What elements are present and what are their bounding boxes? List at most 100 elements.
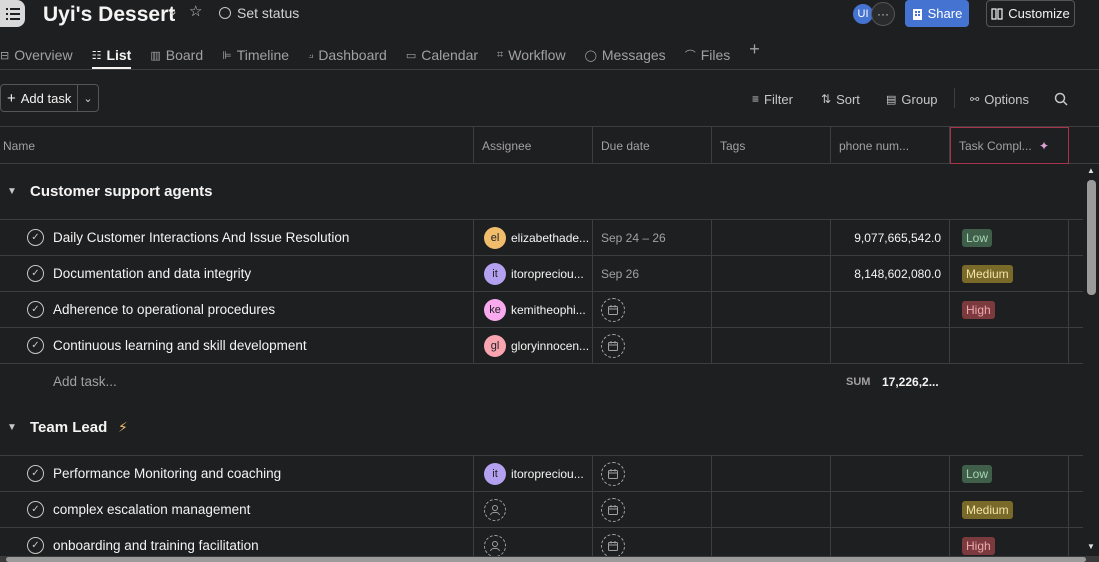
- filter-button[interactable]: ≡ Filter: [752, 90, 793, 108]
- tab-calendar[interactable]: ▭ Calendar: [406, 37, 478, 69]
- share-button[interactable]: Share: [905, 0, 969, 27]
- assignee-cell[interactable]: gl gloryinnocen...: [474, 328, 593, 363]
- task-name-cell[interactable]: ✓ Daily Customer Interactions And Issue R…: [0, 220, 474, 255]
- tags-cell[interactable]: [712, 292, 831, 327]
- tab-timeline[interactable]: ⊫ Timeline: [222, 37, 289, 69]
- task-name-cell[interactable]: ✓ Performance Monitoring and coaching: [0, 456, 474, 491]
- section-title[interactable]: Customer support agents: [30, 183, 213, 200]
- checkmark-circle-icon[interactable]: ✓: [27, 265, 44, 282]
- table-row[interactable]: ✓ onboarding and training facilitation Hig…: [0, 528, 1083, 562]
- due-date-cell[interactable]: [593, 492, 712, 527]
- tab-files[interactable]: ⌒ Files: [685, 37, 731, 69]
- due-date-cell[interactable]: Sep 24 – 26: [593, 220, 712, 255]
- tab-overview[interactable]: ⊟ Overview: [0, 37, 73, 69]
- search-icon[interactable]: [1054, 90, 1068, 108]
- task-complexity-cell[interactable]: Low: [950, 456, 1069, 491]
- calendar-icon[interactable]: [601, 297, 625, 322]
- column-header-phone[interactable]: phone num...: [831, 127, 950, 164]
- table-row[interactable]: ✓ complex escalation management Medium: [0, 492, 1083, 528]
- assignee-cell[interactable]: it itoropreciou...: [474, 456, 593, 491]
- column-header-tags[interactable]: Tags: [712, 127, 831, 164]
- tags-cell[interactable]: [712, 528, 831, 562]
- task-complexity-cell[interactable]: High: [950, 528, 1069, 562]
- task-complexity-cell[interactable]: Medium: [950, 492, 1069, 527]
- calendar-icon[interactable]: [601, 533, 625, 558]
- task-name-cell[interactable]: ✓ complex escalation management: [0, 492, 474, 527]
- checkmark-circle-icon[interactable]: ✓: [27, 301, 44, 318]
- empty-assignee-icon[interactable]: [484, 498, 506, 521]
- checkmark-circle-icon[interactable]: ✓: [27, 501, 44, 518]
- task-complexity-cell[interactable]: [950, 328, 1069, 363]
- group-button[interactable]: ▤ Group: [886, 90, 938, 108]
- tags-cell[interactable]: [712, 492, 831, 527]
- due-date-cell[interactable]: [593, 328, 712, 363]
- scroll-up-icon[interactable]: ▲: [1087, 166, 1095, 175]
- project-title[interactable]: Uyi's Dessert: [43, 3, 176, 26]
- chevron-down-icon[interactable]: ⌄: [168, 4, 179, 18]
- star-icon[interactable]: ☆: [189, 3, 203, 20]
- task-name[interactable]: Documentation and data integrity: [53, 266, 252, 281]
- column-header-assignee[interactable]: Assignee: [474, 127, 593, 164]
- task-name[interactable]: onboarding and training facilitation: [53, 538, 259, 553]
- add-task-main[interactable]: + Add task: [1, 85, 78, 111]
- tags-cell[interactable]: [712, 220, 831, 255]
- calendar-icon[interactable]: [601, 461, 625, 486]
- checkmark-circle-icon[interactable]: ✓: [27, 465, 44, 482]
- phone-number-cell[interactable]: [831, 456, 950, 491]
- section-header[interactable]: ▼ Customer support agents: [0, 164, 1083, 220]
- due-date-cell[interactable]: [593, 456, 712, 491]
- phone-number-cell[interactable]: [831, 292, 950, 327]
- customize-button[interactable]: Customize: [986, 0, 1075, 27]
- more-members-button[interactable]: ···: [871, 2, 895, 26]
- add-task-button[interactable]: + Add task ⌄: [0, 84, 99, 112]
- table-row[interactable]: ✓ Continuous learning and skill developme…: [0, 328, 1083, 364]
- table-row[interactable]: ✓ Daily Customer Interactions And Issue R…: [0, 220, 1083, 256]
- tab-workflow[interactable]: ⌗ Workflow: [497, 37, 566, 69]
- add-task-row[interactable]: Add task... SUM 17,226,2...: [0, 364, 1083, 400]
- section-header[interactable]: ▼ Team Lead ⚡: [0, 400, 1083, 456]
- assignee-cell[interactable]: el elizabethade...: [474, 220, 593, 255]
- column-header-name[interactable]: Name: [0, 127, 474, 164]
- table-row[interactable]: ✓ Performance Monitoring and coaching it it…: [0, 456, 1083, 492]
- task-complexity-cell[interactable]: High: [950, 292, 1069, 327]
- calendar-icon[interactable]: [601, 497, 625, 522]
- checkmark-circle-icon[interactable]: ✓: [27, 337, 44, 354]
- project-menu-icon[interactable]: [0, 0, 25, 27]
- column-header-task-complexity[interactable]: Task Compl... ✦: [950, 127, 1069, 164]
- chevron-down-icon[interactable]: ⌄: [83, 92, 93, 105]
- phone-number-cell[interactable]: 9,077,665,542.0: [831, 220, 950, 255]
- add-tab-icon[interactable]: +: [749, 39, 760, 59]
- phone-number-cell[interactable]: [831, 492, 950, 527]
- caret-down-icon[interactable]: ▼: [7, 186, 17, 197]
- add-column-slot[interactable]: [1069, 127, 1099, 164]
- task-name-cell[interactable]: ✓ onboarding and training facilitation: [0, 528, 474, 562]
- task-complexity-cell[interactable]: Medium: [950, 256, 1069, 291]
- scroll-down-icon[interactable]: ▼: [1087, 542, 1095, 551]
- horizontal-scroll-thumb[interactable]: [6, 557, 1086, 562]
- table-row[interactable]: ✓ Adherence to operational procedures ke ke…: [0, 292, 1083, 328]
- tags-cell[interactable]: [712, 328, 831, 363]
- sort-button[interactable]: ⇅ Sort: [821, 90, 860, 108]
- tab-dashboard[interactable]: ⟓ Dashboard: [308, 37, 387, 69]
- phone-number-cell[interactable]: [831, 528, 950, 562]
- task-complexity-cell[interactable]: Low: [950, 220, 1069, 255]
- phone-number-cell[interactable]: 8,148,602,080.0: [831, 256, 950, 291]
- table-row[interactable]: ✓ Documentation and data integrity it itoro…: [0, 256, 1083, 292]
- assignee-cell[interactable]: it itoropreciou...: [474, 256, 593, 291]
- calendar-icon[interactable]: [601, 333, 625, 358]
- tags-cell[interactable]: [712, 456, 831, 491]
- add-task-link[interactable]: Add task...: [53, 374, 117, 389]
- vertical-scroll-thumb[interactable]: [1087, 180, 1096, 295]
- task-name[interactable]: Adherence to operational procedures: [53, 302, 276, 317]
- phone-number-cell[interactable]: [831, 328, 950, 363]
- options-button[interactable]: ⚯ Options: [970, 90, 1029, 108]
- set-status-button[interactable]: Set status: [219, 5, 299, 21]
- checkmark-circle-icon[interactable]: ✓: [27, 229, 44, 246]
- due-date-cell[interactable]: Sep 26: [593, 256, 712, 291]
- section-title[interactable]: Team Lead: [30, 419, 108, 436]
- caret-down-icon[interactable]: ▼: [7, 422, 17, 433]
- task-name[interactable]: Continuous learning and skill developmen…: [53, 338, 307, 353]
- due-date-cell[interactable]: [593, 292, 712, 327]
- task-name[interactable]: Performance Monitoring and coaching: [53, 466, 282, 481]
- assignee-cell[interactable]: [474, 492, 593, 527]
